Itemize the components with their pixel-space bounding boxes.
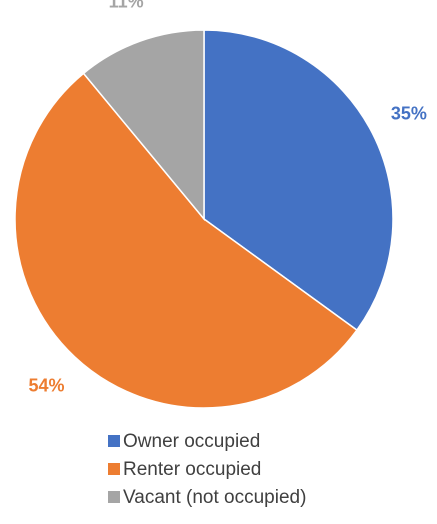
data-label: 35% (391, 103, 427, 123)
legend-swatch (108, 491, 120, 503)
data-label: 11% (109, 0, 144, 11)
legend-swatch (108, 463, 120, 475)
legend-swatch (108, 435, 120, 447)
legend-label: Vacant (not occupied) (123, 487, 306, 508)
pie-slice (14, 72, 358, 409)
pie-slice (203, 29, 394, 332)
data-label: 54% (29, 375, 65, 395)
legend-label: Owner occupied (123, 431, 260, 452)
legend-label: Renter occupied (123, 459, 261, 480)
pie-slice (82, 29, 205, 222)
